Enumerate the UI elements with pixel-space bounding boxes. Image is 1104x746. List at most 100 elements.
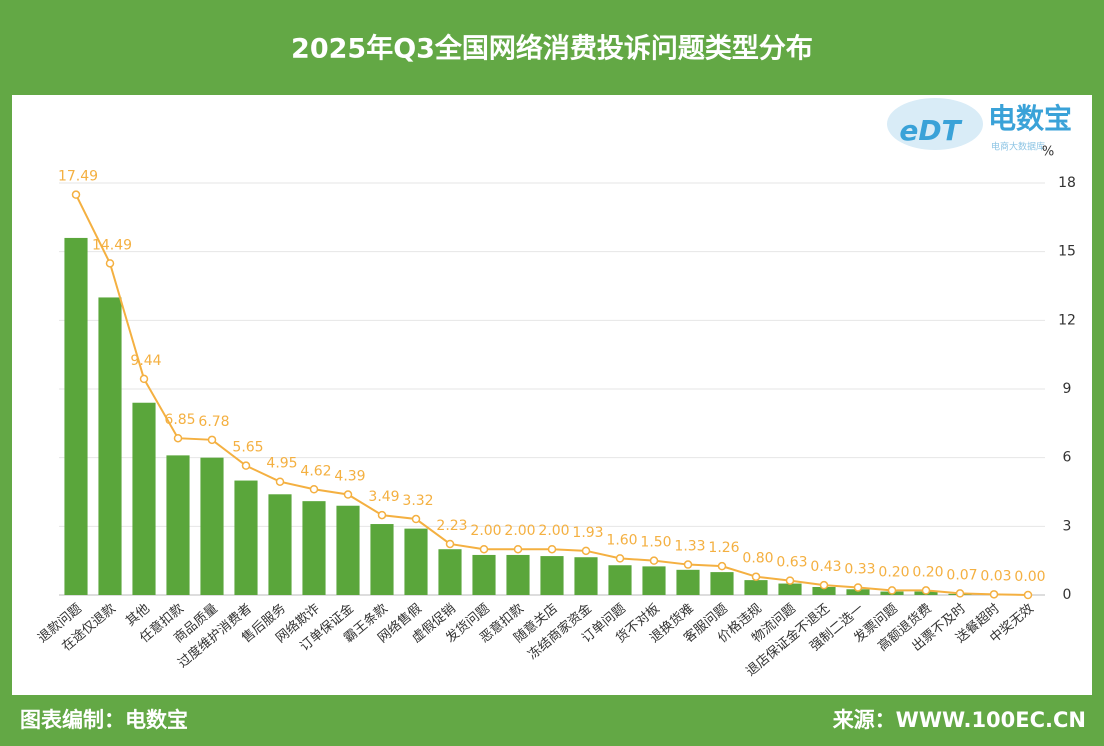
line-point bbox=[751, 572, 761, 581]
bar bbox=[166, 455, 190, 595]
line-point bbox=[445, 539, 455, 549]
line-point bbox=[581, 546, 591, 556]
data-label: 4.95 bbox=[266, 456, 297, 472]
bar bbox=[744, 580, 768, 595]
bar bbox=[472, 554, 496, 595]
data-label: 0.43 bbox=[810, 559, 841, 575]
data-label: 0.20 bbox=[912, 564, 943, 580]
line-point bbox=[411, 514, 421, 524]
line-point bbox=[989, 590, 999, 599]
bar bbox=[574, 557, 598, 595]
bar bbox=[132, 402, 156, 595]
bar bbox=[64, 237, 88, 595]
line-point bbox=[479, 544, 489, 554]
data-label: 9.44 bbox=[130, 353, 161, 369]
data-label: 14.49 bbox=[92, 237, 132, 253]
footer-left: 图表编制：电数宝 bbox=[20, 708, 188, 732]
bar bbox=[404, 528, 428, 595]
y-tick-label: 3 bbox=[1063, 518, 1072, 534]
y-tick-label: 18 bbox=[1058, 175, 1076, 191]
y-tick-label: 6 bbox=[1063, 450, 1072, 466]
line-point bbox=[717, 561, 727, 571]
line-point bbox=[173, 433, 183, 443]
line-point bbox=[207, 435, 217, 445]
bar bbox=[642, 566, 666, 595]
data-label: 6.85 bbox=[164, 412, 195, 428]
logo: eDT 电数宝 电商大数据库 bbox=[887, 98, 1072, 153]
data-label: 1.60 bbox=[606, 532, 637, 548]
line-point bbox=[547, 544, 557, 554]
line-point bbox=[1023, 590, 1033, 600]
data-label: 0.80 bbox=[742, 551, 773, 567]
line-point bbox=[139, 374, 149, 384]
logo-cloud bbox=[887, 98, 983, 150]
bar bbox=[846, 589, 870, 595]
bar bbox=[302, 501, 326, 595]
y-tick-label: 0 bbox=[1063, 587, 1072, 603]
bar bbox=[506, 554, 530, 595]
line-point bbox=[649, 556, 659, 565]
bar bbox=[200, 457, 224, 595]
bar bbox=[710, 572, 734, 595]
bar bbox=[540, 556, 564, 595]
logo-brand: 电数宝 bbox=[988, 102, 1072, 135]
y-unit: % bbox=[1042, 145, 1054, 160]
data-label: 0.33 bbox=[844, 561, 875, 577]
chart-title: 2025年Q3全国网络消费投诉问题类型分布 bbox=[291, 33, 813, 65]
data-label: 5.65 bbox=[232, 440, 263, 456]
line-point bbox=[955, 589, 965, 598]
data-label: 2.00 bbox=[504, 523, 535, 539]
data-label: 3.32 bbox=[402, 493, 433, 509]
bar bbox=[268, 494, 292, 595]
data-label: 2.00 bbox=[538, 523, 569, 539]
line-point bbox=[921, 586, 931, 595]
line-point bbox=[819, 580, 829, 590]
logo-mark: eDT bbox=[899, 114, 962, 147]
line-point bbox=[377, 510, 387, 520]
data-label: 1.33 bbox=[674, 539, 705, 555]
data-label: 2.00 bbox=[470, 523, 501, 539]
line-point bbox=[275, 477, 285, 486]
data-label: 0.03 bbox=[980, 568, 1011, 584]
y-tick-label: 12 bbox=[1058, 312, 1076, 328]
data-label: 0.00 bbox=[1014, 569, 1045, 585]
bar bbox=[336, 505, 360, 595]
data-label: 4.62 bbox=[300, 463, 331, 479]
data-label: 1.26 bbox=[708, 540, 739, 556]
line-point bbox=[513, 544, 523, 554]
line-point bbox=[683, 560, 693, 569]
logo-tagline: 电商大数据库 bbox=[991, 141, 1045, 153]
line-point bbox=[785, 576, 795, 585]
data-label: 1.93 bbox=[572, 525, 603, 541]
line-point bbox=[615, 554, 625, 563]
bar bbox=[438, 549, 462, 595]
bar bbox=[370, 524, 394, 595]
data-label: 0.07 bbox=[946, 567, 977, 583]
y-tick-label: 9 bbox=[1063, 381, 1072, 397]
data-label: 4.39 bbox=[334, 469, 365, 485]
bar bbox=[234, 480, 258, 595]
footer-right: 来源：WWW.100EC.CN bbox=[833, 708, 1086, 732]
line-point bbox=[853, 583, 863, 592]
line-point bbox=[71, 190, 81, 199]
line-point bbox=[105, 259, 115, 268]
line-point bbox=[309, 485, 319, 494]
y-tick-label: 15 bbox=[1058, 244, 1076, 260]
bar bbox=[98, 297, 122, 595]
data-label: 3.49 bbox=[368, 489, 399, 505]
line-point bbox=[241, 461, 251, 470]
bar bbox=[812, 586, 836, 595]
data-label: 2.23 bbox=[436, 518, 467, 534]
data-label: 0.63 bbox=[776, 555, 807, 571]
data-label: 17.49 bbox=[58, 169, 98, 185]
line-point bbox=[343, 490, 353, 499]
bar bbox=[676, 569, 700, 595]
bar bbox=[778, 583, 802, 595]
data-label: 6.78 bbox=[198, 414, 229, 430]
data-label: 1.50 bbox=[640, 535, 671, 551]
line-point bbox=[887, 586, 897, 595]
data-label: 0.20 bbox=[878, 564, 909, 580]
bar bbox=[608, 565, 632, 595]
